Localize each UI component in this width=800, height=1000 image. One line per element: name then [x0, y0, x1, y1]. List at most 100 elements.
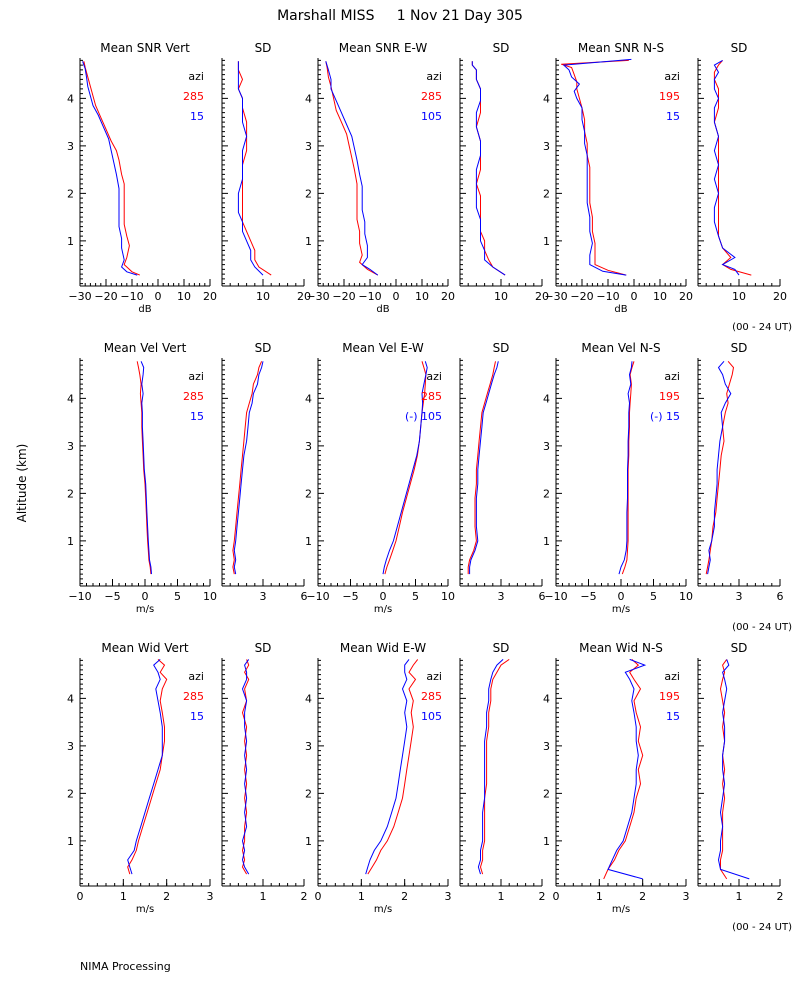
x-axis-label: m/s — [374, 904, 392, 915]
x-tick-label: −10 — [68, 590, 91, 603]
y-tick-label: 4 — [305, 92, 312, 105]
x-tick-label: 3 — [207, 890, 214, 903]
x-tick-label: 10 — [679, 590, 693, 603]
x-tick-label: −20 — [332, 290, 355, 303]
x-tick-label: 20 — [441, 290, 455, 303]
y-tick-label: 2 — [67, 787, 74, 800]
x-tick-label: 3 — [736, 590, 743, 603]
panel-title: SD — [255, 41, 272, 55]
legend-entry: 195 — [659, 90, 680, 103]
x-tick-label: 0 — [618, 590, 625, 603]
series-line-red — [237, 61, 272, 276]
x-tick-label: 1 — [498, 890, 505, 903]
x-tick-label: 2 — [639, 890, 646, 903]
y-tick-label: 4 — [543, 392, 550, 405]
ut-note-row1: (00 - 24 UT) — [732, 322, 792, 333]
x-tick-label: −10 — [544, 590, 567, 603]
legend-entry: 105 — [421, 710, 442, 723]
y-tick-label: 2 — [305, 787, 312, 800]
series-line-red — [136, 361, 152, 575]
panel-title: Mean Wid Vert — [101, 641, 188, 655]
panel-2-3: SD 1 2 — [459, 641, 546, 903]
x-tick-label: 10 — [415, 290, 429, 303]
x-tick-label: −10 — [596, 290, 619, 303]
legend-title: azi — [426, 670, 442, 683]
panel-title: SD — [493, 641, 510, 655]
legend-entry: 105 — [421, 110, 442, 123]
y-tick-label: 1 — [67, 835, 74, 848]
x-axis-label: m/s — [612, 604, 630, 615]
panel-title: SD — [493, 41, 510, 55]
x-tick-label: 1 — [120, 890, 127, 903]
legend-entry: 285 — [421, 690, 442, 703]
y-tick-label: 4 — [67, 692, 74, 705]
y-tick-label: 2 — [67, 187, 74, 200]
panel-0-5: SD 10 20 — [697, 41, 787, 303]
legend-entry: 15 — [190, 710, 204, 723]
y-tick-label: 3 — [543, 440, 550, 453]
x-tick-label: 10 — [441, 590, 455, 603]
x-tick-label: −20 — [94, 290, 117, 303]
x-tick-label: 5 — [174, 590, 181, 603]
x-tick-label: 6 — [777, 590, 784, 603]
y-tick-label: 3 — [543, 140, 550, 153]
y-tick-label: 4 — [543, 92, 550, 105]
panel-1-2: Mean Vel E-W 1 2 3 4 −10 −5 0 5 10 m/s azi 285 (-) 10… — [305, 341, 455, 615]
series-line-blue — [562, 58, 632, 276]
panel-title: Mean Vel Vert — [104, 341, 187, 355]
panel-title: SD — [493, 341, 510, 355]
legend-entry: 285 — [421, 90, 442, 103]
legend-title: azi — [188, 370, 204, 383]
x-tick-label: 10 — [203, 590, 217, 603]
series-line-red — [325, 61, 379, 276]
panel-0-3: SD 10 20 — [459, 41, 549, 303]
y-tick-label: 1 — [543, 835, 550, 848]
series-line-blue — [717, 659, 750, 880]
panel-title: Mean Vel N-S — [581, 341, 660, 355]
legend-entry: 195 — [659, 690, 680, 703]
legend-entry: 285 — [183, 690, 204, 703]
series-line-blue — [241, 659, 250, 875]
series-line-red — [467, 361, 496, 575]
x-axis-label: m/s — [374, 604, 392, 615]
series-line-red — [479, 658, 510, 875]
legend-title: azi — [664, 370, 680, 383]
x-tick-label: 5 — [650, 590, 657, 603]
legend-entry: (-) 15 — [650, 410, 680, 423]
panel-0-4: Mean SNR N-S 1 2 3 4 −30 −20 −10 0 10 20 dB azi 195 15 — [543, 41, 693, 315]
x-tick-label: 0 — [155, 290, 162, 303]
legend-title: azi — [188, 670, 204, 683]
y-tick-label: 1 — [67, 235, 74, 248]
x-tick-label: 0 — [393, 290, 400, 303]
x-tick-label: 20 — [297, 290, 311, 303]
x-tick-label: 0 — [380, 590, 387, 603]
y-tick-label: 1 — [305, 535, 312, 548]
series-line-blue — [471, 61, 506, 276]
legend-title: azi — [426, 370, 442, 383]
x-axis-label: dB — [376, 304, 389, 315]
panel-title: Mean SNR N-S — [578, 41, 664, 55]
panel-0-1: SD 10 20 — [221, 41, 311, 303]
y-tick-label: 2 — [305, 187, 312, 200]
series-line-red — [367, 659, 419, 875]
panel-title: SD — [255, 341, 272, 355]
y-tick-label: 1 — [305, 835, 312, 848]
series-line-red — [83, 61, 140, 276]
legend-title: azi — [664, 70, 680, 83]
series-line-red — [561, 59, 629, 276]
panel-title: Mean Wid E-W — [340, 641, 426, 655]
x-tick-label: 1 — [260, 890, 267, 903]
x-tick-label: 10 — [653, 290, 667, 303]
x-axis-label: dB — [614, 304, 627, 315]
legend-entry: 15 — [190, 110, 204, 123]
x-tick-label: −5 — [104, 590, 120, 603]
y-tick-label: 1 — [305, 235, 312, 248]
x-tick-label: 1 — [358, 890, 365, 903]
panel-title: SD — [255, 641, 272, 655]
panel-1-4: Mean Vel N-S 1 2 3 4 −10 −5 0 5 10 m/s azi 195 (-) 15 — [543, 341, 693, 615]
legend-entry: 285 — [421, 390, 442, 403]
y-tick-label: 3 — [543, 740, 550, 753]
panel-2-0: Mean Wid Vert 1 2 3 4 0 1 2 3 m/s azi 285 15 — [67, 641, 214, 915]
panel-2-4: Mean Wid N-S 1 2 3 4 0 1 2 3 m/s azi 195 15 — [543, 641, 690, 915]
panel-title: Mean Vel E-W — [342, 341, 424, 355]
